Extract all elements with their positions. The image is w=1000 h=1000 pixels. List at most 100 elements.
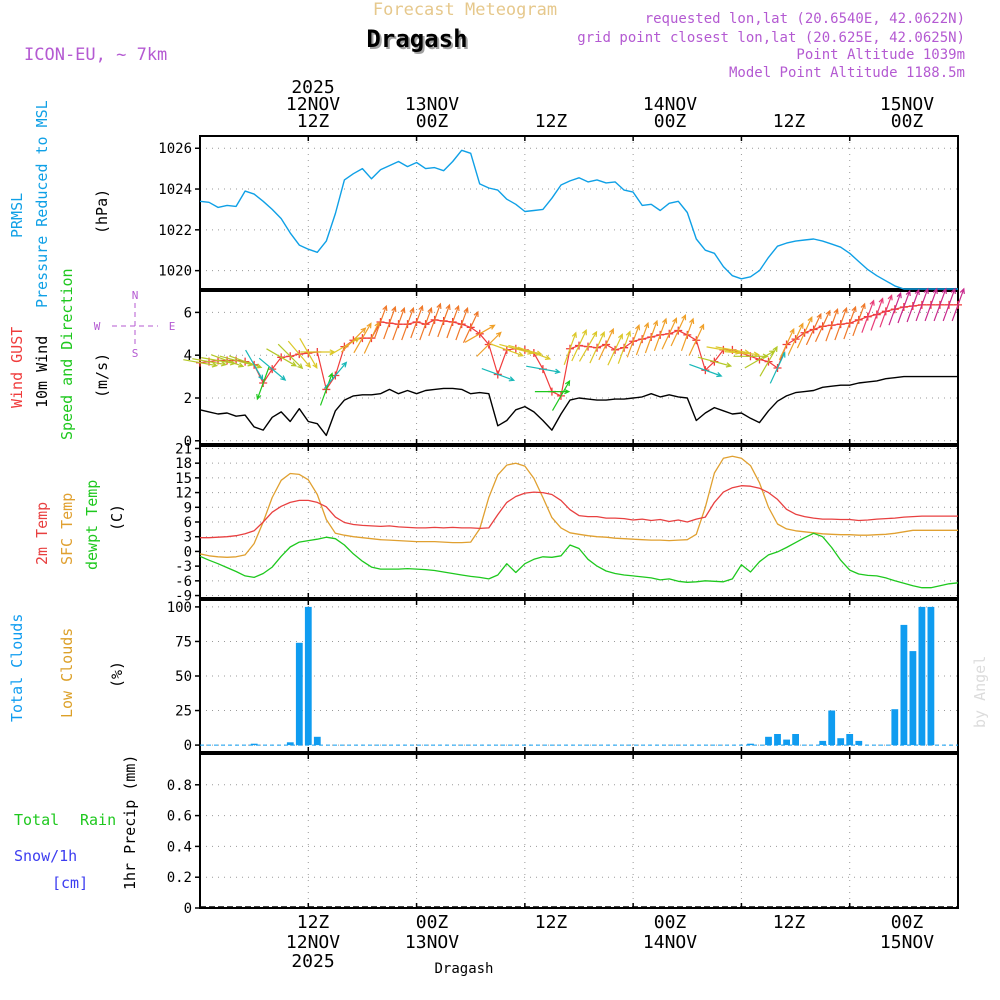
total-cloud-bar bbox=[774, 734, 781, 746]
wind-direction-arrow bbox=[805, 312, 822, 346]
wind-direction-arrow bbox=[437, 303, 451, 338]
wind-direction-arrow bbox=[680, 317, 695, 352]
top-hour-label: 12Z bbox=[297, 111, 330, 132]
wind-compass-legend: N S W E bbox=[94, 289, 176, 360]
wind-direction-arrow bbox=[688, 323, 705, 356]
pressure-label-unit: (hPa) bbox=[93, 189, 111, 234]
total-cloud-bar bbox=[747, 743, 754, 746]
wind-label-gust: Wind GUST bbox=[8, 327, 26, 408]
y-tick-label: 0.2 bbox=[167, 870, 192, 886]
point-altitude: Point Altitude 1039m bbox=[796, 47, 965, 63]
y-tick-label: 3 bbox=[184, 530, 192, 546]
wind-direction-arrow bbox=[843, 305, 857, 340]
precip-label-cm: [cm] bbox=[52, 874, 88, 892]
wind-direction-arrow bbox=[277, 343, 304, 370]
wind-direction-arrow bbox=[551, 379, 571, 411]
bottom-year: 2025 bbox=[291, 951, 334, 972]
wind-direction-arrow bbox=[626, 324, 641, 358]
model-label: ICON-EU, ~ 7km bbox=[24, 45, 167, 65]
bottom-hour-label: 00Z bbox=[654, 912, 687, 933]
total-cloud-bar bbox=[819, 740, 827, 745]
wind-direction-arrow bbox=[906, 288, 920, 323]
compass-north: N bbox=[132, 289, 139, 302]
wind-direction-arrow bbox=[670, 313, 687, 347]
plot-layer: 10201022102410260246-9-6-303691215182102… bbox=[158, 135, 965, 917]
wind-direction-arrow bbox=[258, 357, 287, 381]
wind-direction-arrow bbox=[446, 304, 460, 339]
wind-direction-arrow bbox=[769, 351, 786, 384]
wind-direction-arrow bbox=[210, 354, 245, 368]
wind10m-series-line bbox=[199, 375, 958, 437]
wind-direction-arrow bbox=[410, 304, 424, 339]
wind-direction-arrow bbox=[455, 306, 469, 341]
wind-direction-arrow bbox=[796, 316, 813, 349]
total-cloud-bar bbox=[828, 710, 836, 745]
total-cloud-bar bbox=[855, 740, 863, 745]
wind-direction-arrow bbox=[879, 294, 893, 328]
y-tick-label: 6 bbox=[184, 515, 192, 531]
wind-direction-arrow bbox=[778, 327, 795, 361]
wind-direction-arrow bbox=[607, 333, 623, 366]
total-cloud-bar bbox=[900, 624, 908, 746]
y-tick-label: 1026 bbox=[158, 141, 192, 157]
precip-label-total: Total bbox=[14, 811, 59, 829]
y-tick-label: 6 bbox=[184, 305, 192, 321]
top-date-label: 13NOV bbox=[405, 94, 459, 115]
bottom-date-label: 15NOV bbox=[880, 932, 934, 953]
y-tick-label: 1024 bbox=[158, 182, 192, 198]
wind-direction-arrow bbox=[897, 289, 911, 324]
y-tick-label: 4 bbox=[184, 348, 192, 364]
wind-frame bbox=[199, 290, 959, 445]
top-hour-label: 12Z bbox=[773, 111, 806, 132]
y-tick-label: 0 bbox=[184, 434, 192, 450]
wind-direction-arrow bbox=[661, 317, 678, 350]
wind-direction-arrow bbox=[481, 368, 516, 382]
wind-direction-arrow bbox=[924, 287, 938, 322]
wind-direction-arrow bbox=[526, 365, 561, 374]
wind-direction-arrow bbox=[319, 372, 334, 406]
total-cloud-bar bbox=[304, 606, 312, 746]
wind-direction-arrow bbox=[852, 302, 866, 337]
cloud-label-unit: (%) bbox=[108, 661, 126, 688]
precip-label-rain: Rain bbox=[80, 811, 116, 829]
wind-direction-arrow bbox=[933, 287, 947, 322]
total-cloud-bar bbox=[846, 734, 854, 746]
wind-direction-arrow bbox=[942, 287, 956, 322]
bottom-hour-label: 12Z bbox=[773, 912, 806, 933]
wind-panel: 0 2 4 6 bbox=[184, 290, 959, 450]
cloud-label-total: Total Clouds bbox=[8, 614, 26, 722]
total-cloud-bar bbox=[927, 606, 935, 746]
wind-direction-arrow bbox=[428, 302, 442, 337]
y-tick-label: 75 bbox=[175, 634, 192, 650]
credit-watermark: by Angel bbox=[971, 656, 989, 728]
temp-label-sfc: SFC Temp bbox=[58, 493, 76, 565]
bottom-hour-label: 00Z bbox=[416, 912, 449, 933]
wind-direction-arrow bbox=[598, 327, 614, 361]
bottom-hour-label: 12Z bbox=[297, 912, 330, 933]
top-hour-label: 00Z bbox=[891, 111, 924, 132]
top-hour-label: 00Z bbox=[654, 111, 687, 132]
pressure-frame bbox=[199, 135, 959, 290]
wind-direction-arrow bbox=[383, 305, 397, 340]
panel-side-labels: PRMSL Pressure Reduced to MSL (hPa) Wind… bbox=[8, 100, 139, 892]
wind-direction-arrow bbox=[340, 327, 367, 353]
wind-direction-arrow bbox=[228, 355, 263, 369]
wind-direction-arrow bbox=[192, 358, 228, 367]
total-cloud-bar bbox=[286, 742, 294, 746]
supertitle: Forecast Meteogram bbox=[373, 0, 557, 20]
pressure-label-prmsl: PRMSL bbox=[8, 193, 26, 238]
compass-west: W bbox=[94, 320, 101, 333]
wind-direction-arrow bbox=[825, 308, 839, 342]
temp-label-dewpt: dewpt Temp bbox=[83, 480, 101, 570]
bottom-date-label: 14NOV bbox=[643, 932, 697, 953]
y-tick-label: 15 bbox=[175, 471, 192, 487]
wind-direction-arrow bbox=[183, 359, 219, 368]
total-cloud-bar bbox=[765, 736, 772, 746]
top-year: 2025 bbox=[291, 77, 334, 98]
wind-direction-arrow bbox=[759, 345, 778, 377]
wind-direction-arrow bbox=[653, 317, 668, 352]
top-date-label: 14NOV bbox=[643, 94, 697, 115]
model-altitude: Model Point Altitude 1188.5m bbox=[729, 65, 965, 81]
top-date-label: 12NOV bbox=[286, 94, 340, 115]
